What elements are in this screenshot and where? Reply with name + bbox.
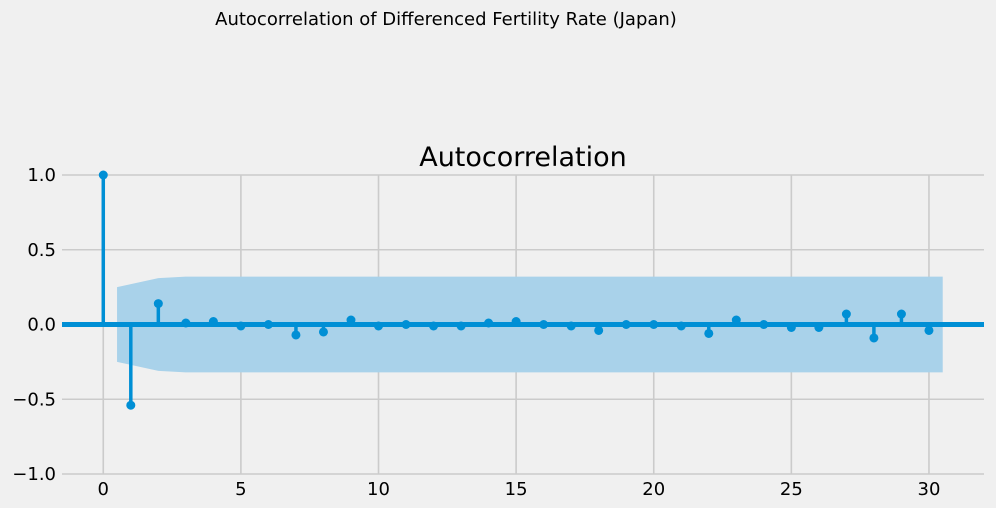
acf-marker-lag-13	[456, 321, 466, 331]
acf-marker-lag-30	[924, 325, 934, 335]
acf-marker-lag-3	[181, 318, 191, 328]
acf-marker-lag-6	[263, 320, 273, 329]
acf-marker-lag-16	[539, 320, 549, 329]
acf-marker-lag-14	[484, 318, 494, 328]
y-tick-label: 0.0	[27, 315, 56, 336]
tick-labels: 0 5 10 15 20 25 30 −1.0 −0.5 0.0 0.5 1.0	[12, 165, 940, 500]
x-tick-label: 5	[235, 479, 246, 500]
y-tick-label: 1.0	[27, 165, 56, 186]
acf-marker-lag-28	[869, 333, 879, 343]
acf-marker-lag-24	[759, 320, 769, 329]
acf-marker-lag-4	[208, 317, 218, 327]
acf-marker-lag-19	[621, 320, 631, 329]
acf-marker-lag-23	[731, 315, 741, 325]
figure-suptitle: Autocorrelation of Differenced Fertility…	[215, 9, 677, 30]
chart-title: Autocorrelation	[419, 142, 627, 173]
acf-marker-lag-2	[153, 299, 163, 309]
acf-marker-lag-11	[401, 320, 411, 329]
x-tick-label: 15	[505, 479, 528, 500]
acf-marker-lag-15	[511, 317, 521, 327]
acf-marker-lag-18	[594, 325, 604, 335]
acf-marker-lag-5	[236, 321, 246, 331]
acf-marker-lag-22	[704, 328, 714, 338]
acf-marker-lag-1	[126, 400, 136, 410]
acf-marker-lag-8	[318, 327, 328, 337]
y-tick-label: −0.5	[12, 389, 56, 410]
y-tick-label: 0.5	[27, 240, 56, 261]
acf-marker-lag-0	[98, 170, 108, 180]
acf-marker-lag-9	[346, 315, 356, 325]
acf-marker-lag-12	[429, 321, 439, 331]
x-tick-label: 25	[780, 479, 803, 500]
x-tick-label: 10	[367, 479, 390, 500]
y-tick-label: −1.0	[12, 464, 56, 485]
acf-stems	[98, 170, 934, 410]
acf-marker-lag-26	[814, 322, 824, 332]
acf-marker-lag-7	[291, 330, 301, 340]
acf-marker-lag-10	[374, 321, 384, 331]
acf-marker-lag-25	[786, 322, 796, 332]
x-tick-label: 30	[918, 479, 941, 500]
x-tick-label: 20	[642, 479, 665, 500]
acf-marker-lag-27	[841, 309, 851, 319]
acf-marker-lag-17	[566, 321, 576, 331]
x-tick-label: 0	[98, 479, 109, 500]
acf-marker-lag-21	[676, 321, 686, 331]
acf-marker-lag-29	[896, 309, 906, 319]
acf-marker-lag-20	[649, 320, 659, 329]
